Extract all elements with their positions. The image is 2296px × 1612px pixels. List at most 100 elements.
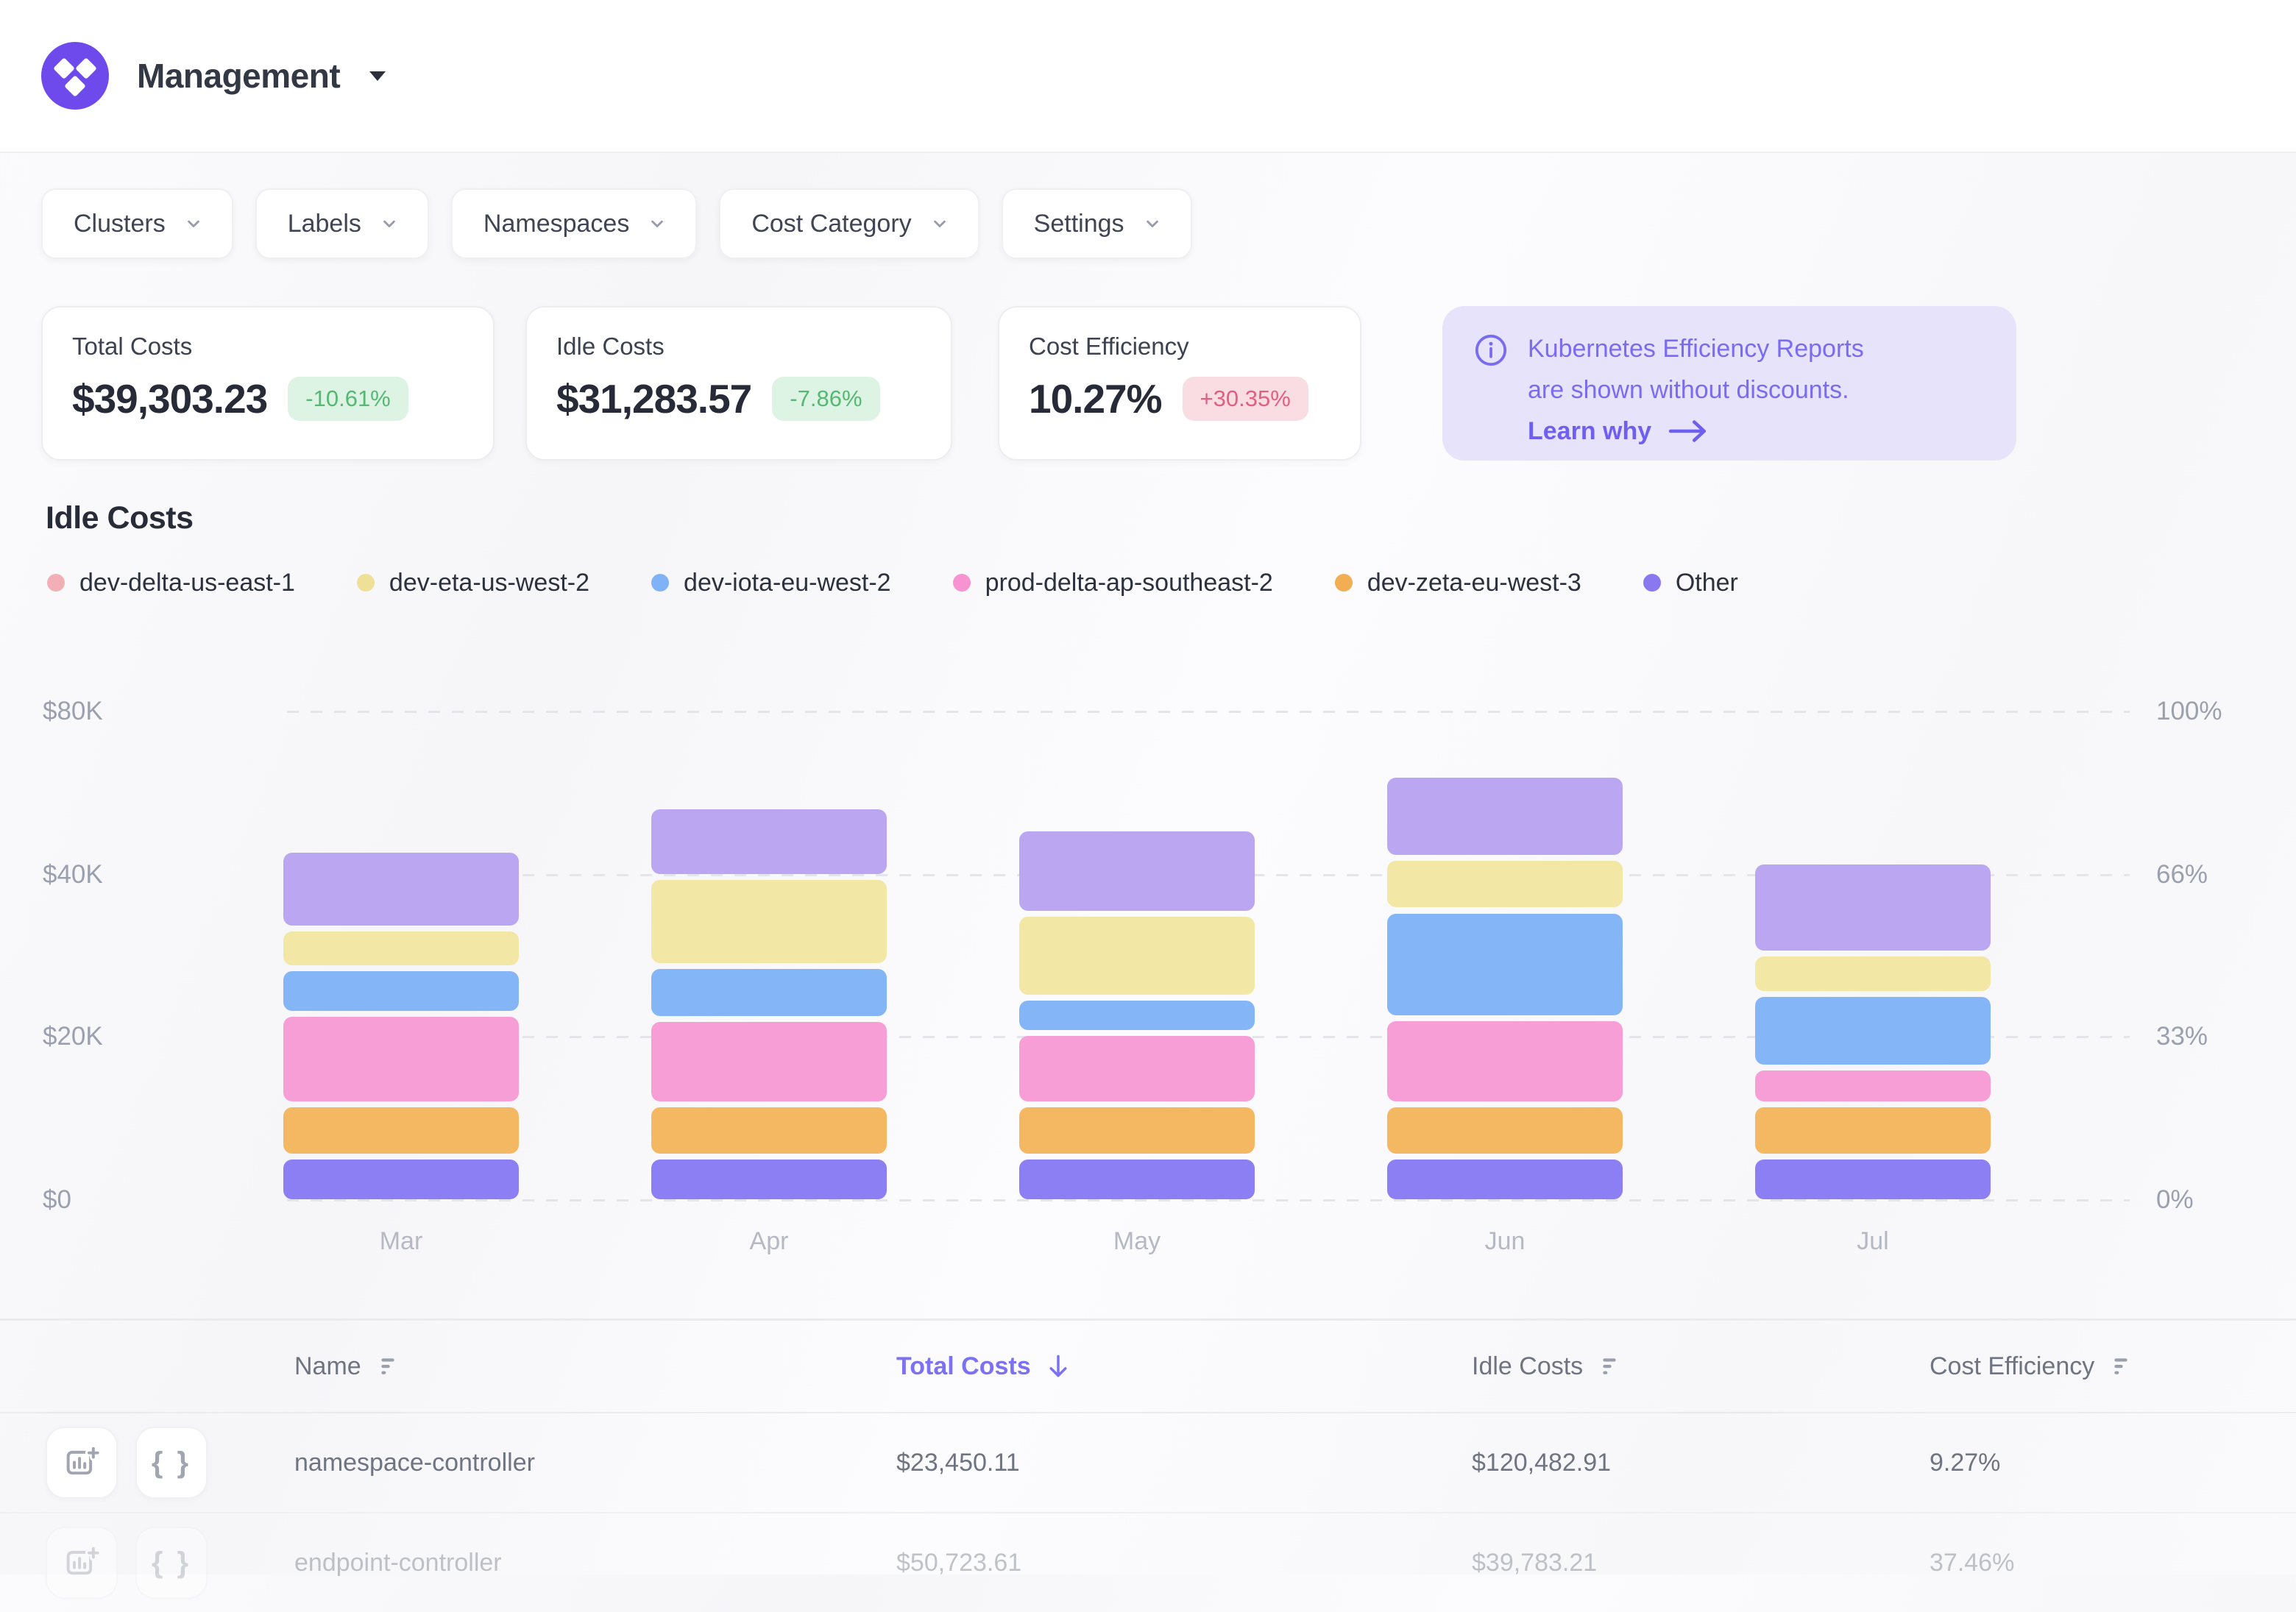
bar-segment-apr-dev-zeta-eu-west-3[interactable]	[651, 1107, 887, 1154]
braces-icon: { }	[151, 1446, 192, 1479]
banner-line2: are shown without discounts.	[1528, 376, 1849, 404]
bar-segment-mar-dev-eta-us-west-2[interactable]	[283, 931, 519, 965]
x-axis-label-jul: Jul	[1857, 1227, 1889, 1255]
total-costs-card: Total Costs $39,303.23 -10.61%	[41, 306, 495, 461]
row-idle-costs: $39,783.21	[1472, 1548, 1598, 1577]
allocations-table: Name Total Costs Idle Costs Cost Efficiency…	[0, 1318, 2296, 1612]
info-circle-icon	[1475, 334, 1507, 366]
y-axis-right-label: 33%	[2156, 1022, 2208, 1051]
idle-costs-chart: $0 0% $20K 33% $40K 66% $80K 100% Mar Apr May Jun Ju…	[0, 664, 2296, 1318]
sort-lines-icon	[1603, 1358, 1616, 1374]
bar-segment-jun-dev-eta-us-west-2[interactable]	[1387, 860, 1623, 908]
filter-button-clusters[interactable]: Clusters	[41, 188, 233, 259]
bar-segment-mar-dev-iota-eu-west-2[interactable]	[283, 970, 519, 1012]
legend-item-prod-delta-ap-southeast-2[interactable]: prod-delta-ap-southeast-2	[952, 568, 1273, 597]
top-bar: Management	[0, 0, 2296, 153]
add-chart-icon	[66, 1444, 100, 1475]
filter-label: Clusters	[74, 209, 166, 238]
legend-dot	[47, 574, 65, 592]
bar-segment-may-dev-zeta-eu-west-3[interactable]	[1019, 1107, 1255, 1154]
caret-down-icon[interactable]	[366, 68, 389, 83]
legend-dot	[952, 574, 971, 592]
column-header-idle-costs[interactable]: Idle Costs	[1472, 1321, 1623, 1412]
table-row-namespace-controller[interactable]: { } namespace-controller $23,450.11 $120,48…	[0, 1413, 2296, 1513]
learn-why-link[interactable]: Learn why	[1528, 411, 1710, 452]
y-axis-left-label: $20K	[43, 1022, 103, 1051]
legend-dot	[356, 574, 375, 592]
bar-segment-mar-dev-delta-us-east-1[interactable]	[283, 853, 519, 926]
view-json-button[interactable]: { }	[135, 1527, 208, 1599]
bar-segment-jun-dev-iota-eu-west-2[interactable]	[1387, 913, 1623, 1015]
filter-label: Cost Category	[751, 209, 912, 238]
sort-lines-icon	[2114, 1358, 2127, 1374]
filter-button-settings[interactable]: Settings	[1001, 188, 1192, 259]
delta-badge: -7.86%	[772, 377, 880, 421]
view-json-button[interactable]: { }	[135, 1427, 208, 1499]
row-actions: { }	[46, 1513, 208, 1612]
y-axis-left-label: $40K	[43, 860, 103, 889]
filter-button-namespaces[interactable]: Namespaces	[450, 188, 698, 259]
y-axis-right-label: 100%	[2156, 697, 2222, 725]
column-header-name[interactable]: Name	[294, 1321, 401, 1412]
chart-section-title: Idle Costs	[46, 500, 194, 536]
bar-segment-jun-other[interactable]	[1387, 1160, 1623, 1199]
gridline	[287, 1199, 2130, 1201]
bar-segment-jul-prod-delta-ap-southeast-2[interactable]	[1755, 1070, 1991, 1102]
arrow-right-icon	[1669, 420, 1707, 442]
bar-segment-jul-other[interactable]	[1755, 1160, 1991, 1199]
legend-item-dev-zeta-eu-west-3[interactable]: dev-zeta-eu-west-3	[1334, 568, 1581, 597]
bar-segment-jun-dev-zeta-eu-west-3[interactable]	[1387, 1107, 1623, 1154]
card-label: Total Costs	[72, 333, 193, 360]
legend-label: dev-eta-us-west-2	[389, 568, 590, 597]
legend-label: prod-delta-ap-southeast-2	[985, 568, 1273, 597]
filter-bar: Clusters Labels Namespaces Cost Category Set…	[41, 188, 2296, 259]
delta-badge: +30.35%	[1182, 377, 1308, 421]
legend-item-dev-iota-eu-west-2[interactable]: dev-iota-eu-west-2	[651, 569, 891, 597]
card-value: $31,283.57	[556, 376, 752, 422]
column-header-total-costs[interactable]: Total Costs	[896, 1321, 1069, 1412]
chevron-down-icon	[383, 220, 395, 227]
bar-segment-jul-dev-eta-us-west-2[interactable]	[1755, 956, 1991, 991]
card-label: Idle Costs	[556, 333, 665, 360]
bar-segment-apr-dev-iota-eu-west-2[interactable]	[651, 969, 887, 1016]
gridline	[287, 711, 2130, 713]
card-label: Cost Efficiency	[1029, 333, 1189, 360]
card-value: 10.27%	[1029, 376, 1163, 422]
bar-segment-mar-other[interactable]	[283, 1160, 519, 1199]
bar-segment-mar-prod-delta-ap-southeast-2[interactable]	[283, 1017, 519, 1102]
bar-segment-jul-dev-zeta-eu-west-3[interactable]	[1755, 1107, 1991, 1154]
filter-button-cost-category[interactable]: Cost Category	[719, 188, 979, 259]
row-total-costs: $23,450.11	[896, 1448, 1020, 1477]
open-chart-button[interactable]	[46, 1427, 118, 1499]
open-chart-button[interactable]	[46, 1527, 118, 1599]
legend-item-dev-eta-us-west-2[interactable]: dev-eta-us-west-2	[356, 568, 590, 597]
bar-segment-jul-dev-delta-us-east-1[interactable]	[1755, 864, 1991, 951]
bar-segment-may-dev-iota-eu-west-2[interactable]	[1019, 1001, 1255, 1030]
column-header-label: Total Costs	[896, 1352, 1031, 1380]
bar-segment-may-other[interactable]	[1019, 1160, 1255, 1199]
bar-segment-mar-dev-zeta-eu-west-3[interactable]	[283, 1107, 519, 1154]
bar-segment-jun-prod-delta-ap-southeast-2[interactable]	[1387, 1020, 1623, 1102]
filter-button-labels[interactable]: Labels	[255, 188, 429, 259]
legend-label: dev-zeta-eu-west-3	[1367, 568, 1581, 597]
bar-segment-may-dev-eta-us-west-2[interactable]	[1019, 916, 1255, 995]
row-cost-efficiency: 37.46%	[1930, 1548, 2015, 1577]
bar-segment-apr-prod-delta-ap-southeast-2[interactable]	[651, 1021, 887, 1102]
legend-dot	[1643, 574, 1661, 592]
table-row-endpoint-controller[interactable]: { } endpoint-controller $50,723.61 $39,783.…	[0, 1513, 2296, 1612]
bar-segment-may-prod-delta-ap-southeast-2[interactable]	[1019, 1035, 1255, 1102]
bar-segment-apr-dev-delta-us-east-1[interactable]	[651, 809, 887, 875]
legend-item-other[interactable]: Other	[1643, 569, 1738, 597]
bar-segment-may-dev-delta-us-east-1[interactable]	[1019, 831, 1255, 911]
bar-segment-apr-dev-eta-us-west-2[interactable]	[651, 880, 887, 964]
bar-segment-jun-dev-delta-us-east-1[interactable]	[1387, 778, 1623, 855]
bar-segment-apr-other[interactable]	[651, 1160, 887, 1199]
chevron-down-icon	[651, 220, 664, 227]
bar-segment-jul-dev-iota-eu-west-2[interactable]	[1755, 996, 1991, 1065]
column-header-cost-efficiency[interactable]: Cost Efficiency	[1930, 1321, 2134, 1412]
banner-line1: Kubernetes Efficiency Reports	[1528, 335, 1864, 363]
app-logo-icon	[41, 42, 109, 110]
legend-item-dev-delta-us-east-1[interactable]: dev-delta-us-east-1	[47, 569, 295, 597]
row-total-costs: $50,723.61	[896, 1548, 1022, 1577]
page-title: Management	[137, 57, 341, 95]
